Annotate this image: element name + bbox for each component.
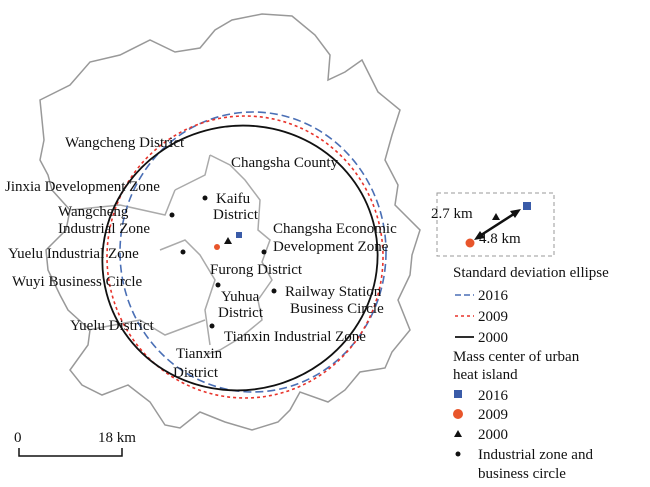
legend-dot [455,451,461,457]
inset-2000 [492,213,500,220]
scale-line [18,448,123,457]
inset-2009 [465,238,475,248]
label: Changsha County [231,155,339,171]
center-2009 [214,244,220,250]
legend-label: 2009 [478,309,508,325]
legend-label: 2000 [478,330,508,346]
label: Development Zone [273,239,389,255]
labels: Wangcheng District Changsha County Jinxi… [5,135,397,381]
label: Industrial Zone [58,221,150,237]
label: Wangcheng District [65,135,185,151]
zone-dot [202,195,208,201]
legend-label: Industrial zone and [478,447,593,463]
label: District [213,207,259,223]
label: District [218,305,264,321]
zone-dot [180,249,186,255]
scale-label: 0 [14,430,22,446]
label: Furong District [210,262,303,278]
label: Kaifu [216,191,251,207]
inset-arrow [477,210,518,239]
ellipse-2016 [119,111,387,393]
zone-dot [215,282,221,288]
legend-label: 2000 [478,427,508,443]
zone-dot [169,212,175,218]
label: Wangcheng [58,204,129,220]
center-2000 [224,237,232,244]
zone-dot [271,288,277,294]
legend-title: heat island [453,367,518,383]
legend-label: 2016 [478,388,509,404]
label: Yuhua [221,289,260,305]
label: Business Circle [290,301,384,317]
legend-title: Standard deviation ellipse [453,265,609,281]
inset-label: 2.7 km [431,206,473,222]
zone-dot [209,323,215,329]
label: Wuyi Business Circle [12,274,143,290]
scale-label: 18 km [98,430,136,446]
inset-label: 4.8 km [479,231,521,247]
label: Jinxia Development Zone [5,179,160,195]
legend-square [454,390,462,398]
label: District [173,365,219,381]
points [169,195,277,329]
inset: 2.7 km 4.8 km [431,192,555,257]
inset-box [436,192,555,257]
label: Railway Station [285,284,382,300]
inset-arrowhead [474,209,521,240]
inset-2016 [523,202,531,210]
legend-triangle [454,430,462,437]
ellipse-2000 [101,124,379,392]
legend-label: 2016 [478,288,509,304]
legend-label: business circle [478,466,566,482]
scale-bar: 0 18 km [14,430,136,457]
label: Yuelu Industrial Zone [8,246,139,262]
center-2016 [236,232,242,238]
label: Tianxin [176,346,223,362]
ellipse-2009 [106,115,384,399]
zone-dot [261,249,267,255]
legend: Standard deviation ellipse 2016 2009 200… [453,265,609,482]
legend-title: Mass center of urban [453,349,580,365]
label: Tianxin Industrial Zone [224,329,366,345]
label: Yuelu District [70,318,155,334]
label: Changsha Economic [273,221,397,237]
boundary [39,13,421,431]
legend-label: 2009 [478,407,508,423]
legend-circle [453,409,463,419]
